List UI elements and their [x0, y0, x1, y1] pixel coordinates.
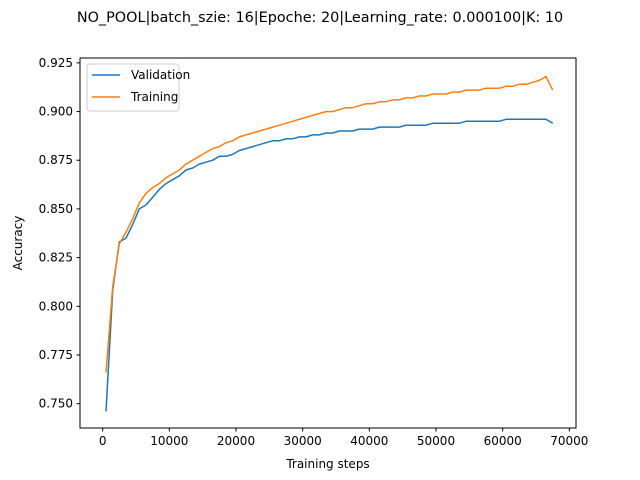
x-tick-label: 0 [99, 434, 107, 448]
chart-title: NO_POOL|batch_szie: 16|Epoche: 20|Learni… [77, 10, 563, 26]
y-tick-label: 0.775 [39, 348, 73, 362]
series-line-validation [105, 118, 554, 412]
x-tick-label: 50000 [417, 434, 455, 448]
y-tick-label: 0.750 [39, 397, 73, 411]
x-tick-label: 60000 [484, 434, 522, 448]
y-tick-label: 0.875 [39, 153, 73, 167]
x-axis-label: Training steps [285, 457, 369, 471]
series-line-training [105, 75, 554, 373]
y-tick-label: 0.850 [39, 202, 73, 216]
x-tick-label: 10000 [150, 434, 188, 448]
y-tick-label: 0.800 [39, 299, 73, 313]
y-tick-label: 0.900 [39, 105, 73, 119]
x-tick-label: 70000 [550, 434, 588, 448]
legend-label-training: Training [130, 90, 178, 104]
legend: Validation Training [86, 63, 190, 112]
x-tick-label: 40000 [350, 434, 388, 448]
plot-frame [79, 57, 577, 429]
y-tick-label: 0.925 [39, 56, 73, 70]
y-axis-label: Accuracy [11, 216, 25, 271]
x-tick-label: 20000 [217, 434, 255, 448]
legend-label-validation: Validation [131, 68, 190, 82]
y-tick-label: 0.825 [39, 251, 73, 265]
x-tick-label: 30000 [284, 434, 322, 448]
